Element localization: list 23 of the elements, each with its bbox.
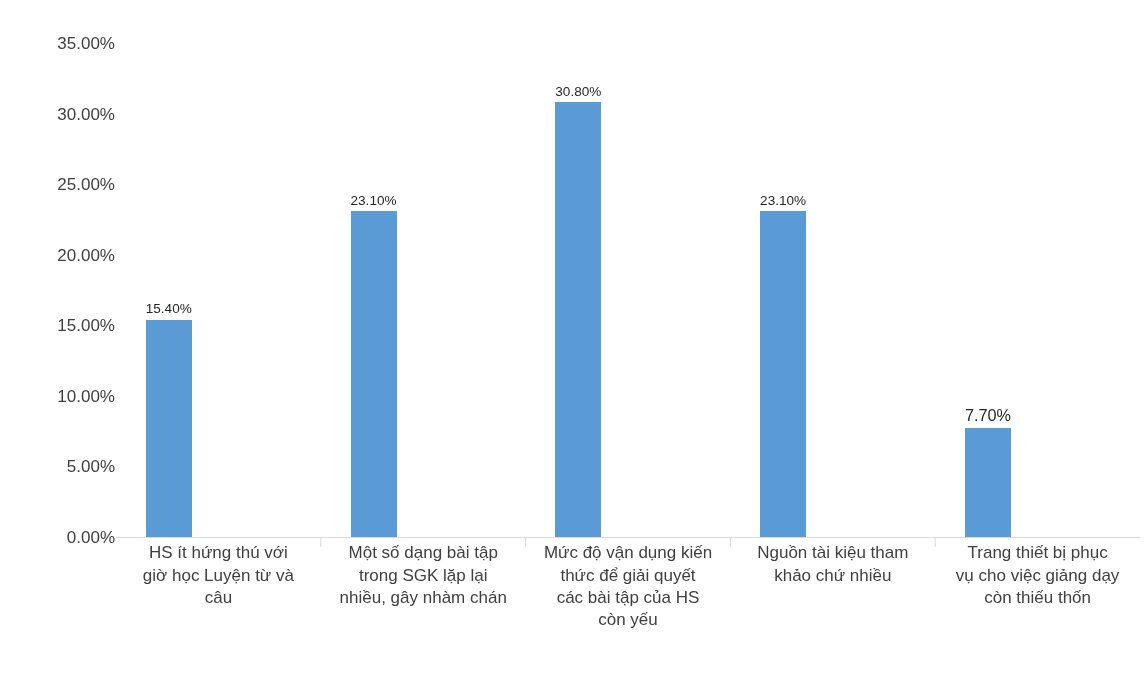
data-label: 15.40%: [145, 301, 192, 317]
y-tick-label: 15.00%: [57, 316, 115, 336]
bar: [555, 102, 602, 537]
x-tick-label: Mức độ vận dụng kiến thức để giải quyết các bài tập của HS còn yếu: [543, 543, 713, 629]
y-tick-label: 0.00%: [66, 527, 115, 547]
bar: [760, 210, 807, 537]
y-tick-label: 10.00%: [57, 386, 115, 406]
data-label: 30.80%: [555, 84, 602, 100]
x-tick-label: Một số dạng bài tập trong SGK lặp lại nhiều, gây nhàm chán: [339, 543, 507, 607]
x-tick-label: HS ít hứng thú với giờ học Luyện từ và câu: [142, 543, 295, 607]
data-label: 23.10%: [350, 192, 397, 208]
bar: [964, 428, 1011, 537]
data-label: 23.10%: [760, 192, 807, 208]
y-tick-label: 35.00%: [57, 33, 115, 53]
y-tick-label: 5.00%: [66, 457, 115, 477]
x-tick-label: Nguồn tài kiệu tham khảo chứ nhiều: [757, 543, 909, 585]
x-tick-label: Trang thiết bị phục vụ cho việc giảng dạy còn thiếu thốn: [955, 543, 1120, 607]
data-label: 7.70%: [964, 406, 1011, 425]
bar: [145, 319, 192, 537]
y-tick-label: 20.00%: [57, 245, 115, 265]
y-tick-label: 30.00%: [57, 104, 115, 124]
y-tick-label: 25.00%: [57, 175, 115, 195]
bar: [350, 210, 397, 537]
